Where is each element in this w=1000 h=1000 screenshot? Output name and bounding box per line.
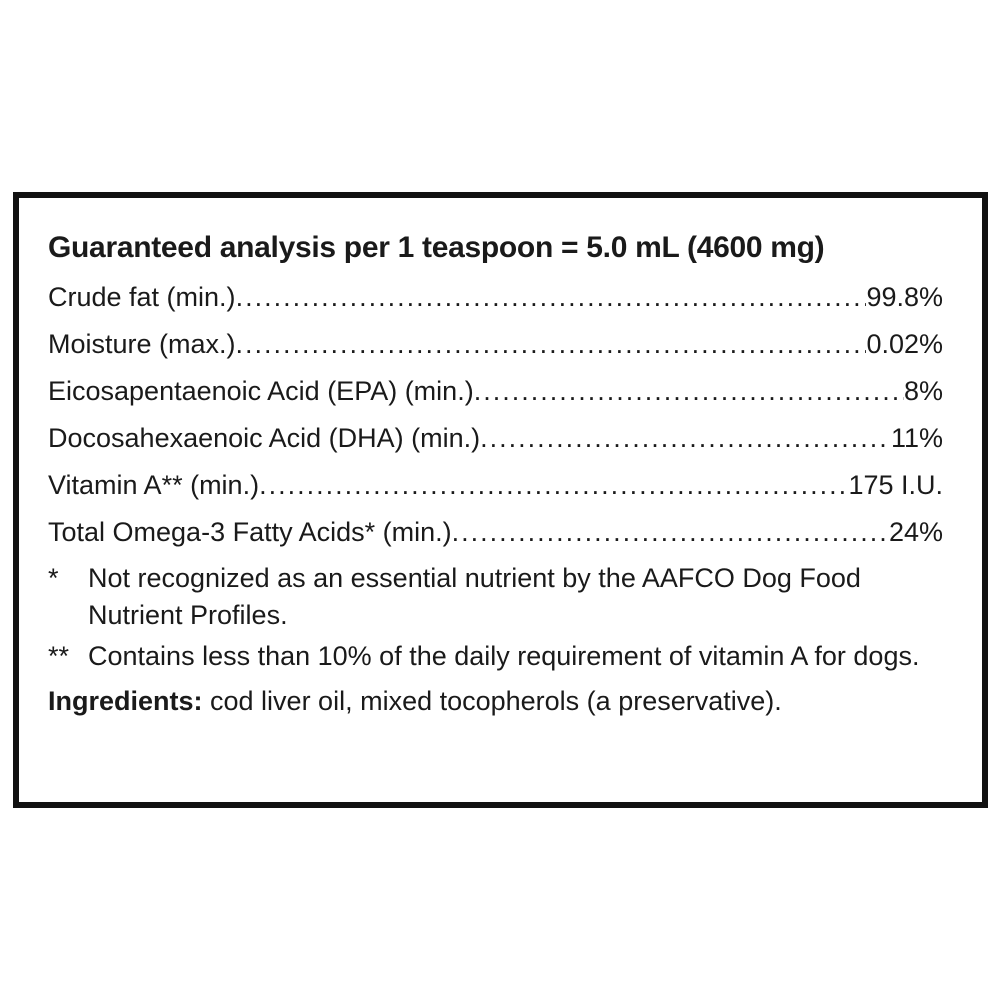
row-label: Docosahexaenoic Acid (DHA) (min.) [48,423,481,453]
row-value: 11% [890,423,943,453]
ingredients: Ingredients: cod liver oil, mixed tocoph… [48,681,943,721]
dot-leader [236,274,867,321]
dot-leader [236,321,867,368]
analysis-row: Moisture (max.) 0.02% [48,321,943,368]
row-value: 8% [903,376,943,406]
row-label: Moisture (max.) [48,329,236,359]
panel-title: Guaranteed analysis per 1 teaspoon = 5.0… [48,231,825,264]
analysis-row: Crude fat (min.) 99.8% [48,274,943,321]
footnote: ** Contains less than 10% of the daily re… [48,638,943,675]
dot-leader [452,509,889,556]
footnote: * Not recognized as an essential nutrient… [48,560,943,634]
footnote-mark: * [48,563,59,593]
dot-leader [474,368,904,415]
analysis-row: Eicosapentaenoic Acid (EPA) (min.) 8% [48,368,943,415]
row-label: Vitamin A** (min.) [48,470,260,500]
row-value: 175 I.U. [848,470,943,500]
dot-leader [480,415,891,462]
row-label: Crude fat (min.) [48,282,236,312]
row-label: Total Omega-3 Fatty Acids* (min.) [48,517,452,547]
analysis-row: Docosahexaenoic Acid (DHA) (min.) 11% [48,415,943,462]
analysis-row: Total Omega-3 Fatty Acids* (min.) 24% [48,509,943,556]
row-label: Eicosapentaenoic Acid (EPA) (min.) [48,376,474,406]
footnote-text: Not recognized as an essential nutrient … [88,563,861,630]
footnote-mark: ** [48,641,70,671]
dot-leader [259,462,848,509]
row-value: 99.8% [866,282,943,312]
guaranteed-analysis-panel: Guaranteed analysis per 1 teaspoon = 5.0… [13,192,988,808]
row-value: 24% [888,517,943,547]
ingredients-label: Ingredients: [48,686,203,716]
analysis-row: Vitamin A** (min.) 175 I.U. [48,462,943,509]
row-value: 0.02% [866,329,943,359]
ingredients-text: cod liver oil, mixed tocopherols (a pres… [202,686,782,716]
footnote-text: Contains less than 10% of the daily requ… [88,641,920,671]
